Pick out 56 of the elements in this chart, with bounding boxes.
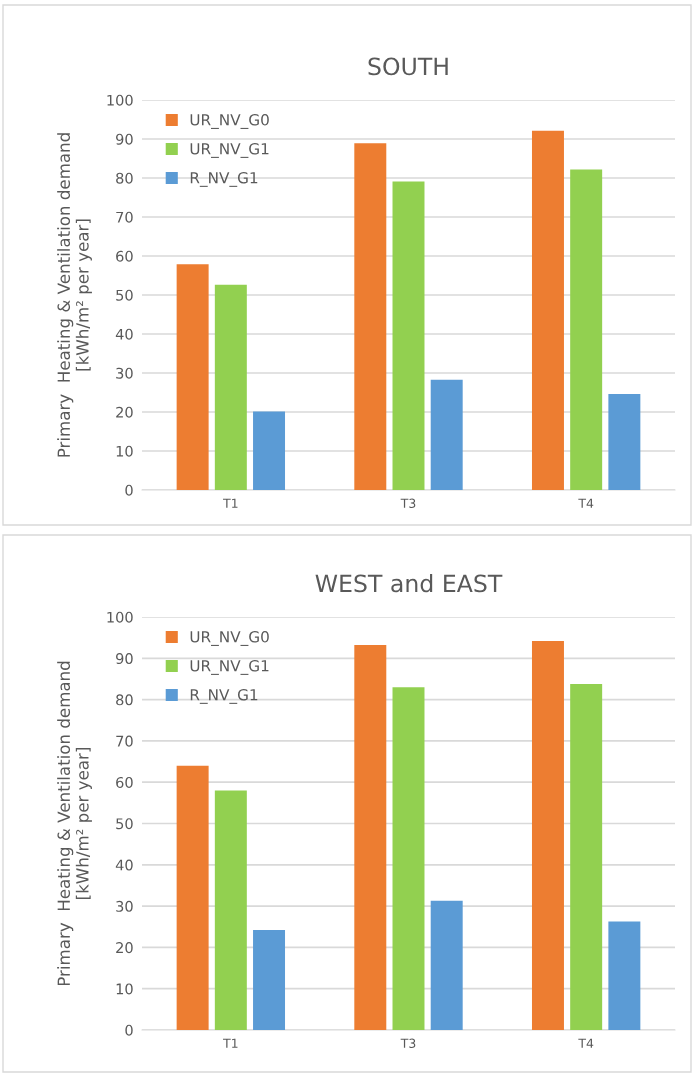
y-tick-label: 40 xyxy=(115,859,133,871)
y-tick-label: 70 xyxy=(116,735,133,747)
legend-label: R_NV_G1 xyxy=(190,688,258,704)
y-tick-label: 60 xyxy=(116,250,133,262)
y-tick-label: 70 xyxy=(116,211,133,223)
bar xyxy=(253,411,286,490)
y-tick-label: 20 xyxy=(116,406,133,418)
y-tick-label: 10 xyxy=(116,445,133,457)
bar xyxy=(430,900,463,1030)
y-tick-label: 100 xyxy=(107,611,133,623)
y-tick-label: 90 xyxy=(116,133,133,145)
bar xyxy=(608,394,641,490)
y-tick-label: 20 xyxy=(116,942,133,954)
x-tick-label: T1 xyxy=(223,1038,238,1048)
chart-title: SOUTH xyxy=(368,57,448,76)
y-tick-label: 50 xyxy=(116,289,133,301)
y-tick-label: 0 xyxy=(125,484,133,496)
bar xyxy=(214,284,247,490)
x-tick-label: T3 xyxy=(400,1038,416,1049)
x-tick-label: T3 xyxy=(400,498,416,509)
y-tick-label: 100 xyxy=(107,94,133,106)
y-tick-label: 90 xyxy=(116,653,133,665)
bar xyxy=(354,143,387,490)
x-tick-label: T1 xyxy=(223,498,238,508)
bar xyxy=(531,640,564,1030)
y-tick-label: 40 xyxy=(115,328,133,340)
legend-label: R_NV_G1 xyxy=(190,171,258,187)
y-tick-label: 30 xyxy=(116,900,133,912)
legend-label: UR_NV_G0 xyxy=(190,114,269,129)
y-tick-label: 30 xyxy=(116,367,133,379)
y-axis-title: Primary Heating & Ventilation demand [kWh/m² per year] xyxy=(57,133,92,457)
x-tick-label: T4 xyxy=(578,498,594,508)
y-tick-label: 50 xyxy=(116,818,133,830)
bar xyxy=(570,169,603,490)
bar xyxy=(531,130,564,490)
bar xyxy=(392,687,425,1030)
chart-title: WEST and EAST xyxy=(315,574,503,593)
bar xyxy=(392,181,425,490)
bar xyxy=(176,765,209,1030)
legend-label: UR_NV_G1 xyxy=(190,659,269,675)
y-tick-label: 80 xyxy=(116,694,133,706)
x-tick-label: T4 xyxy=(578,1038,594,1048)
bar xyxy=(253,930,286,1030)
y-tick-label: 60 xyxy=(116,776,133,788)
bar xyxy=(176,264,209,490)
y-tick-label: 80 xyxy=(116,172,133,184)
bar xyxy=(608,921,641,1030)
bar xyxy=(430,379,463,490)
legend-label: UR_NV_G1 xyxy=(190,142,269,158)
legend-label: UR_NV_G0 xyxy=(190,631,269,646)
bar xyxy=(354,645,387,1030)
y-axis-title: Primary Heating & Ventilation demand [kWh/m² per year] xyxy=(57,661,92,986)
y-tick-label: 0 xyxy=(125,1024,133,1036)
y-tick-label: 10 xyxy=(116,983,133,995)
bar xyxy=(570,683,603,1030)
bar xyxy=(214,790,247,1030)
